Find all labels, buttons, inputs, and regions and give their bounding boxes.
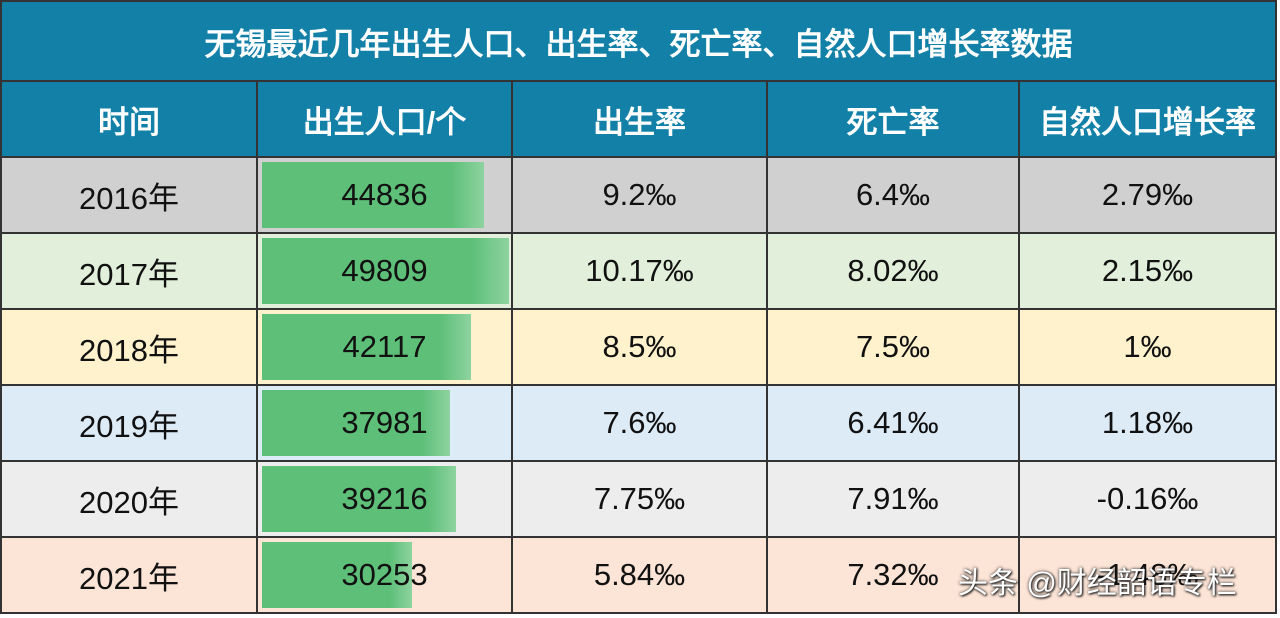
cell-text: 39216	[341, 481, 428, 516]
table-cell: 7.91‰	[768, 462, 1020, 538]
title: 无锡最近几年出生人口、出生率、死亡率、自然人口增长率数据	[204, 26, 1073, 62]
table-cell: 7.75‰	[513, 462, 768, 538]
table-cell: 2018年	[0, 310, 258, 386]
cell-text: 9.2‰	[602, 177, 677, 212]
table-cell: -0.16‰	[1020, 462, 1277, 538]
table-cell: 2.15‰	[1020, 234, 1277, 310]
header-cell: 出生率	[513, 82, 768, 158]
cell-text: 5.84‰	[593, 557, 686, 592]
cell-text: -0.16‰	[1096, 481, 1199, 516]
table-cell: 2021年	[0, 538, 258, 614]
cell-text: 7.75‰	[593, 481, 686, 516]
data-bar	[262, 238, 509, 304]
data-bar	[262, 542, 413, 608]
header-text: 自然人口增长率	[1039, 104, 1256, 140]
cell-text: 6.4‰	[855, 177, 931, 212]
title-cell: 无锡最近几年出生人口、出生率、死亡率、自然人口增长率数据	[0, 0, 1277, 82]
table-cell: 2017年	[0, 234, 258, 310]
table-cell: 8.5‰	[513, 310, 768, 386]
table-cell: 37981	[258, 386, 513, 462]
cell-text: 2.79‰	[1101, 177, 1194, 212]
cell-text: -1.48‰	[1096, 557, 1199, 592]
cell-text: 6.41‰	[847, 405, 939, 440]
table-cell: 5.84‰	[513, 538, 768, 614]
table-cell: -1.48‰	[1020, 538, 1277, 614]
table-cell: 7.5‰	[768, 310, 1020, 386]
table-cell: 30253	[258, 538, 513, 614]
table-cell: 39216	[258, 462, 513, 538]
table-cell: 7.32‰	[768, 538, 1020, 614]
cell-text: 7.5‰	[855, 329, 931, 364]
table-cell: 1‰	[1020, 310, 1277, 386]
watermark: 头条 @财经韶语专栏	[958, 567, 1237, 600]
cell-text: 1‰	[1123, 329, 1172, 364]
cell-text: 2020年	[79, 484, 179, 520]
table-cell: 44836	[258, 158, 513, 234]
table-cell: 10.17‰	[513, 234, 768, 310]
cell-text: 30253	[341, 557, 428, 592]
cell-text: 44836	[341, 177, 428, 212]
cell-text: 10.17‰	[585, 253, 694, 288]
header-text: 出生人口/个	[302, 104, 467, 140]
table-cell: 2016年	[0, 158, 258, 234]
data-bar	[262, 390, 451, 456]
table-cell: 42117	[258, 310, 513, 386]
table-cell: 6.4‰	[768, 158, 1020, 234]
header-text: 死亡率	[846, 104, 940, 140]
table-cell: 2.79‰	[1020, 158, 1277, 234]
cell-text: 2018年	[79, 332, 179, 368]
cell-text: 2019年	[79, 408, 179, 444]
cell-text: 42117	[342, 329, 427, 364]
cell-text: 8.02‰	[847, 253, 939, 288]
cell-text: 37981	[341, 405, 428, 440]
cell-text: 7.32‰	[847, 557, 939, 592]
cell-text: 2.15‰	[1101, 253, 1194, 288]
cell-text: 2016年	[79, 180, 179, 216]
cell-text: 2017年	[79, 256, 179, 292]
table-cell: 49809	[258, 234, 513, 310]
header-cell: 死亡率	[768, 82, 1020, 158]
table-cell: 6.41‰	[768, 386, 1020, 462]
table-cell: 8.02‰	[768, 234, 1020, 310]
cell-text: 1.18‰	[1101, 405, 1194, 440]
table-cell: 2020年	[0, 462, 258, 538]
header-cell: 自然人口增长率	[1020, 82, 1277, 158]
cell-text: 2021年	[79, 560, 179, 596]
table-cell: 2019年	[0, 386, 258, 462]
header-text: 时间	[98, 104, 160, 140]
cell-text: 7.91‰	[847, 481, 939, 516]
header-cell: 时间	[0, 82, 258, 158]
table-cell: 1.18‰	[1020, 386, 1277, 462]
data-bar	[262, 162, 485, 228]
header-cell: 出生人口/个	[258, 82, 513, 158]
table-cell: 9.2‰	[513, 158, 768, 234]
table-cell: 7.6‰	[513, 386, 768, 462]
data-bar	[262, 466, 457, 532]
cell-text: 7.6‰	[602, 405, 677, 440]
data-bar	[262, 314, 471, 380]
cell-text: 8.5‰	[602, 329, 677, 364]
cell-text: 49809	[341, 253, 428, 288]
header-text: 出生率	[593, 104, 686, 140]
